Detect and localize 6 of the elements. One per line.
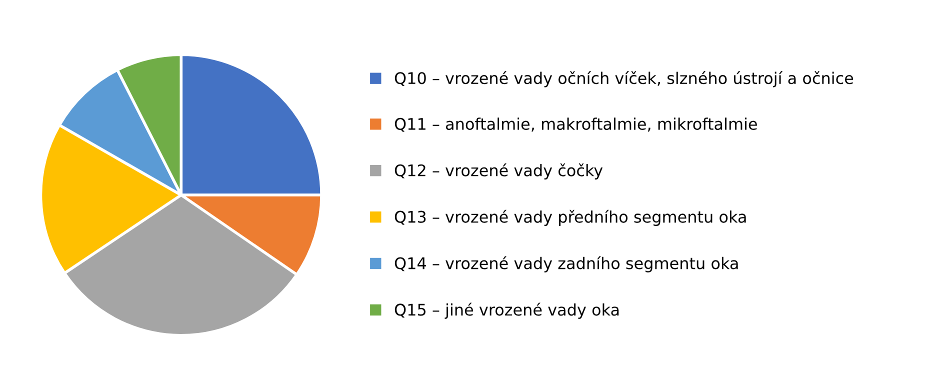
legend-label: Q13 – vrozené vady předního segmentu oka <box>394 210 746 226</box>
legend-label: Q11 – anoftalmie, makroftalmie, mikroftalmie <box>394 118 757 132</box>
legend-label: Q12 – vrozené vady čočky <box>394 163 603 180</box>
legend-label: Q10 – vrozené vady očních víček, slzného ústrojí a očnice <box>394 71 854 88</box>
legend-label: Q15 – jiné vrozené vady oka <box>394 302 619 319</box>
legend-label: Q14 – vrozené vady zadního segmentu oka <box>394 256 738 272</box>
